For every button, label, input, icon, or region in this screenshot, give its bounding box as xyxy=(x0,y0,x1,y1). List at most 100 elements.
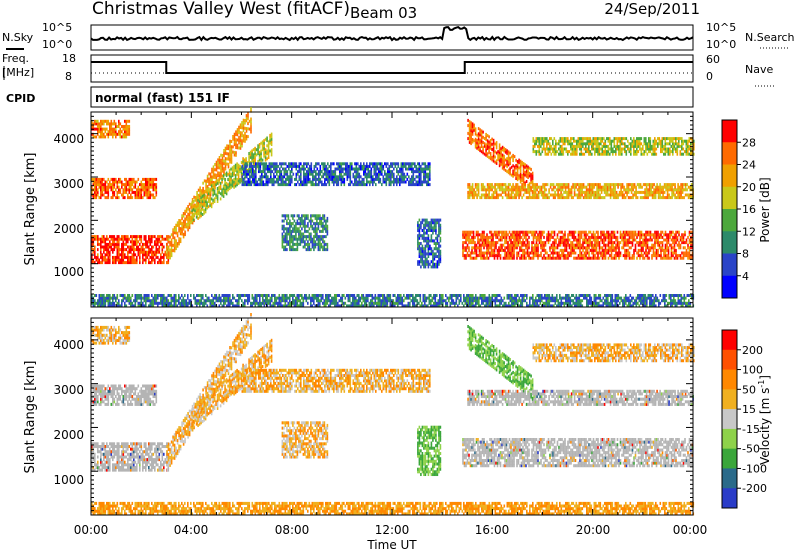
power-cell-7974 xyxy=(661,241,664,245)
power-cell-7548 xyxy=(619,230,622,234)
power-cell-9656 xyxy=(599,193,601,197)
power-cell-5482 xyxy=(421,262,424,266)
power-cell-9358 xyxy=(552,188,555,192)
power-cell-3636 xyxy=(298,183,301,187)
power-cell-5742 xyxy=(435,229,437,232)
power-cell-2154 xyxy=(220,158,222,162)
power-cell-672 xyxy=(152,253,155,257)
power-cell-456 xyxy=(133,261,135,265)
power-cell-8408 xyxy=(480,132,483,135)
power-cell-7384 xyxy=(604,243,607,247)
power-cell-3646 xyxy=(298,164,301,168)
power-cell-638 xyxy=(149,248,152,252)
power-cell-5868 xyxy=(465,256,467,260)
power-cell-4526 xyxy=(399,175,401,179)
power-cell-7074 xyxy=(577,233,580,237)
power-cell-2650 xyxy=(216,194,219,198)
power-cell-350 xyxy=(122,245,125,249)
power-cell-9316 xyxy=(543,188,546,192)
power-cell-2806 xyxy=(234,184,237,188)
power-cell-7014 xyxy=(571,233,574,237)
power-cell-7872 xyxy=(652,248,655,252)
power-cell-1200 xyxy=(139,190,141,194)
power-cell-2460 xyxy=(192,205,195,209)
power-cell-7438 xyxy=(610,256,613,260)
power-cell-5336 xyxy=(322,235,324,239)
power-cell-8308 xyxy=(470,134,472,138)
power-cell-32 xyxy=(92,237,95,241)
power-cell-1550 xyxy=(121,125,123,128)
power-cell-8696 xyxy=(515,174,517,178)
power-cell-5726 xyxy=(435,262,437,266)
power-cell-7290 xyxy=(597,256,599,260)
power-cell-7642 xyxy=(628,233,631,237)
power-cell-866 xyxy=(95,193,98,197)
power-cell-3864 xyxy=(324,177,326,181)
power-cell-7478 xyxy=(613,254,616,258)
power-cell-2640 xyxy=(215,193,217,197)
power-cell-7728 xyxy=(639,254,641,258)
power-cell-3272 xyxy=(256,183,259,187)
power-cell-8054 xyxy=(669,230,671,234)
power-cell-1520 xyxy=(115,122,117,126)
power-cell-5966 xyxy=(474,251,476,255)
power-cell-9294 xyxy=(540,190,543,194)
power-cell-722 xyxy=(157,237,159,241)
power-cell-3912 xyxy=(328,172,331,176)
power-cell-5246 xyxy=(316,242,318,246)
power-cell-3472 xyxy=(277,164,280,168)
power-cell-5194 xyxy=(311,237,314,241)
power-cell-7426 xyxy=(609,248,611,252)
power-cell-4978 xyxy=(293,219,296,223)
power-cell-2382 xyxy=(244,134,246,138)
power-cell-3296 xyxy=(259,177,262,181)
power-cell-74 xyxy=(97,237,99,241)
power-cell-7996 xyxy=(664,251,667,255)
power-cell-3862 xyxy=(324,180,326,184)
power-cell-2392 xyxy=(245,137,248,141)
power-cell-3584 xyxy=(289,162,292,166)
power-cell-3096 xyxy=(267,150,270,154)
power-cell-7446 xyxy=(610,246,613,250)
power-cell-6424 xyxy=(514,235,517,239)
power-cell-162 xyxy=(106,248,108,252)
power-cell-9390 xyxy=(558,196,561,200)
power-cell-8212 xyxy=(687,254,689,258)
power-cell-4536 xyxy=(400,175,403,179)
power-cell-8974 xyxy=(486,188,489,192)
power-cell-2702 xyxy=(222,184,225,188)
power-cell-7306 xyxy=(597,230,599,234)
power-cell-3812 xyxy=(318,183,320,187)
power-cell-8474 xyxy=(488,135,490,139)
power-cell-2798 xyxy=(233,172,235,176)
power-cell-9500 xyxy=(576,196,579,200)
power-cell-4384 xyxy=(382,177,385,181)
power-cell-6182 xyxy=(493,251,496,255)
power-cell-6392 xyxy=(511,230,514,234)
power-cell-8698 xyxy=(515,171,517,175)
power-cell-9402 xyxy=(560,193,562,197)
power-cell-5030 xyxy=(298,227,300,231)
power-cell-2428 xyxy=(250,122,252,126)
power-cell-1080 xyxy=(124,196,126,200)
power-cell-5506 xyxy=(421,218,424,222)
power-cell-3468 xyxy=(277,175,280,179)
power-cell-4534 xyxy=(400,177,403,181)
power-cell-8744 xyxy=(519,164,522,168)
power-cell-4278 xyxy=(370,175,373,179)
power-cell-8752 xyxy=(521,176,523,180)
power-cell-7926 xyxy=(657,241,659,245)
power-cell-3212 xyxy=(250,180,253,184)
power-cell-3020 xyxy=(258,156,261,159)
power-cell-1302 xyxy=(151,193,153,197)
power-cell-8670 xyxy=(512,174,514,178)
power-cell-7576 xyxy=(624,254,626,258)
power-cell-8746 xyxy=(519,162,522,166)
power-cell-5504 xyxy=(421,221,424,225)
power-cell-554 xyxy=(142,258,144,262)
power-cell-4190 xyxy=(360,164,362,168)
power-cell-4408 xyxy=(385,175,388,179)
power-cell-7892 xyxy=(654,238,656,242)
power-cell-8590 xyxy=(501,148,504,152)
power-cell-516 xyxy=(137,245,140,249)
